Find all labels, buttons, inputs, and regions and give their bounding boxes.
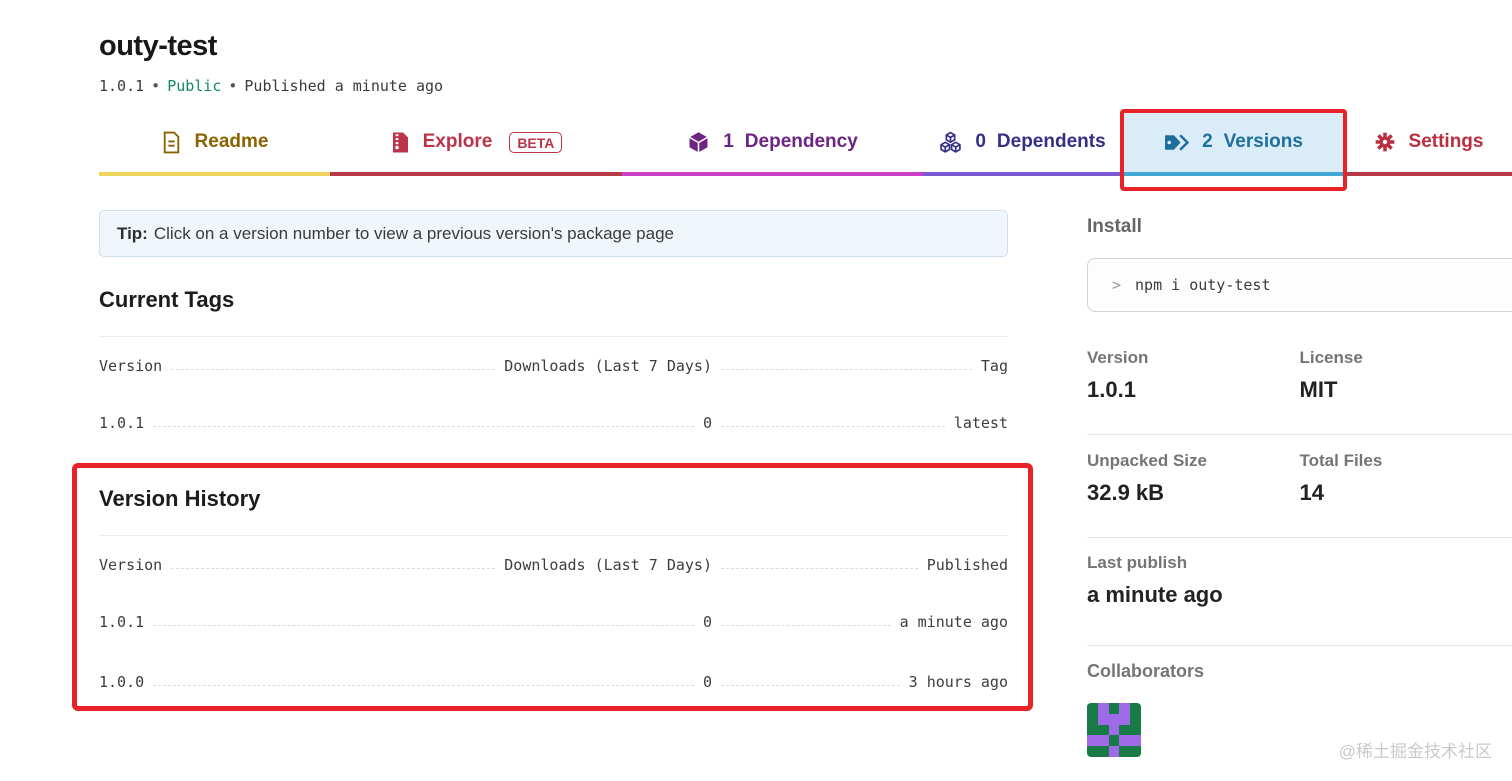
- stat-label: Unpacked Size: [1087, 451, 1207, 470]
- explore-zip-icon: [390, 131, 410, 154]
- leader-line: [153, 426, 694, 427]
- section-divider: [99, 535, 1008, 536]
- downloads-value: 0: [702, 673, 712, 691]
- version-link[interactable]: 1.0.0: [99, 673, 145, 691]
- package-header: outy-test 1.0.1 • Public • Published a minut…: [99, 30, 443, 95]
- gear-icon: [1374, 131, 1396, 153]
- tab-label: Settings: [1408, 131, 1484, 152]
- tab-label: Dependency: [744, 131, 858, 152]
- leader-line: [153, 625, 694, 626]
- install-command: npm i outy-test: [1135, 276, 1271, 294]
- sidebar-divider: [1087, 434, 1512, 435]
- tab-label: Readme: [194, 131, 269, 152]
- stat-version: Version 1.0.1: [1087, 348, 1300, 403]
- separator-dot: •: [228, 77, 238, 95]
- last-publish: Last publish a minute ago: [1087, 553, 1223, 608]
- stat-total-files: Total Files 14: [1300, 451, 1512, 506]
- collaborator-avatar[interactable]: [1087, 703, 1141, 757]
- stat-value: 1.0.1: [1087, 377, 1136, 402]
- leader-line: [171, 568, 496, 569]
- stat-label: Total Files: [1299, 451, 1383, 470]
- current-tags-title: Current Tags: [99, 287, 235, 312]
- package-published: Published a minute ago: [244, 77, 444, 95]
- version-history-section: Version History Version Downloads (Last …: [99, 486, 1008, 691]
- tab-label: Dependents: [996, 131, 1106, 152]
- version-history-header-row: Version Downloads (Last 7 Days) Publishe…: [99, 556, 1008, 574]
- last-publish-label: Last publish: [1087, 553, 1188, 572]
- tab-dependency[interactable]: 1 Dependency: [622, 112, 923, 176]
- package-title: outy-test: [99, 30, 217, 62]
- leader-line: [721, 568, 918, 569]
- dependency-count: 1: [723, 131, 734, 152]
- tab-explore[interactable]: Explore BETA: [330, 112, 622, 176]
- beta-badge: BETA: [509, 131, 563, 153]
- column-header-published: Published: [926, 556, 1008, 574]
- versions-count: 2: [1202, 131, 1213, 152]
- version-link[interactable]: 1.0.1: [99, 613, 145, 631]
- package-tabbar: Readme Explore BETA 1 Dependency 0 Depen…: [99, 112, 1512, 176]
- package-subtitle: 1.0.1 • Public • Published a minute ago: [99, 77, 443, 95]
- watermark-text: @稀土掘金技术社区: [1338, 742, 1492, 761]
- stats-row: Version 1.0.1 License MIT: [1087, 348, 1512, 403]
- tab-versions-active[interactable]: 2 Versions: [1122, 112, 1345, 176]
- column-header-downloads: Downloads (Last 7 Days): [504, 556, 712, 574]
- version-link[interactable]: 1.0.1: [99, 414, 145, 432]
- leader-line: [721, 369, 972, 370]
- leader-line: [153, 685, 694, 686]
- stat-value: MIT: [1299, 377, 1338, 402]
- install-command-box[interactable]: > npm i outy-test: [1087, 258, 1512, 312]
- dependents-count: 0: [975, 131, 986, 152]
- section-divider: [99, 336, 1008, 337]
- tab-settings[interactable]: Settings: [1345, 112, 1512, 176]
- package-visibility: Public: [167, 77, 222, 95]
- collaborators-title: Collaborators: [1087, 661, 1205, 681]
- stat-unpacked-size: Unpacked Size 32.9 kB: [1087, 451, 1300, 506]
- leader-line: [171, 369, 496, 370]
- table-row: 1.0.1 0 a minute ago: [99, 613, 1008, 631]
- tab-label: Versions: [1223, 131, 1303, 152]
- stat-label: License: [1299, 348, 1363, 367]
- stat-label: Version: [1087, 348, 1149, 367]
- stat-license: License MIT: [1300, 348, 1512, 403]
- version-history-title: Version History: [99, 486, 261, 511]
- tag-value: latest: [953, 414, 1008, 432]
- tab-label: Explore: [422, 131, 493, 152]
- leader-line: [721, 685, 900, 686]
- install-title: Install: [1087, 216, 1142, 237]
- cube-icon: [687, 131, 710, 154]
- stat-value: 14: [1299, 480, 1324, 505]
- stats-row: Unpacked Size 32.9 kB Total Files 14: [1087, 451, 1512, 506]
- column-header-tag: Tag: [980, 357, 1008, 375]
- stat-value: 32.9 kB: [1087, 480, 1165, 505]
- package-sidebar: Install > npm i outy-test Version 1.0.1 …: [1087, 0, 1512, 781]
- tip-label: Tip:: [117, 223, 148, 243]
- tag-icon: [1164, 131, 1190, 154]
- cubes-icon: [939, 131, 962, 154]
- table-row: 1.0.1 0 latest: [99, 414, 1008, 432]
- leader-line: [721, 426, 945, 427]
- tab-dependents[interactable]: 0 Dependents: [923, 112, 1122, 176]
- leader-line: [721, 625, 891, 626]
- column-header-version: Version: [99, 556, 163, 574]
- tip-banner: Tip: Click on a version number to view a…: [99, 210, 1008, 257]
- downloads-value: 0: [702, 414, 712, 432]
- sidebar-divider: [1087, 645, 1512, 646]
- readme-file-icon: [161, 131, 182, 154]
- package-version: 1.0.1: [99, 77, 145, 95]
- current-tags-section: Current Tags Version Downloads (Last 7 D…: [99, 287, 1008, 432]
- last-publish-value: a minute ago: [1087, 582, 1223, 607]
- sidebar-divider: [1087, 537, 1512, 538]
- tab-readme[interactable]: Readme: [99, 112, 330, 176]
- published-value: a minute ago: [899, 613, 1008, 631]
- terminal-prompt-icon: >: [1112, 276, 1122, 294]
- downloads-value: 0: [702, 613, 712, 631]
- separator-dot: •: [151, 77, 161, 95]
- published-value: 3 hours ago: [908, 673, 1008, 691]
- tip-text: Click on a version number to view a prev…: [153, 223, 674, 243]
- column-header-version: Version: [99, 357, 163, 375]
- current-tags-header-row: Version Downloads (Last 7 Days) Tag: [99, 357, 1008, 375]
- column-header-downloads: Downloads (Last 7 Days): [504, 357, 712, 375]
- table-row: 1.0.0 0 3 hours ago: [99, 673, 1008, 691]
